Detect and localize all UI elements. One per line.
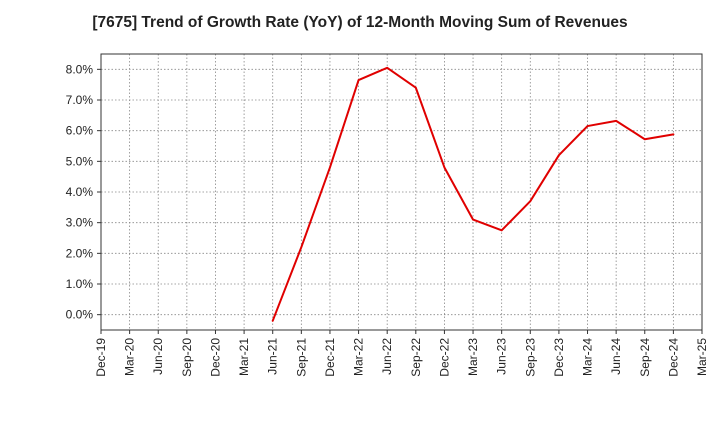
x-tick-label: Jun-22: [380, 338, 394, 375]
chart-title: [7675] Trend of Growth Rate (YoY) of 12-…: [92, 14, 628, 31]
x-tick-label: Jun-20: [151, 338, 165, 375]
y-axis: 0.0% 1.0% 2.0% 3.0% 4.0% 5.0% 6.0% 7.0% 8.0%: [66, 62, 101, 322]
x-tick-label: Jun-23: [495, 338, 509, 375]
x-tick-label: Dec-23: [552, 338, 566, 377]
grid: [100, 54, 703, 330]
data-point: [586, 125, 589, 127]
data-point: [615, 120, 617, 122]
y-tick-label: 4.0%: [66, 185, 94, 199]
series-layer: [271, 66, 675, 322]
x-tick-label: Mar-25: [695, 338, 709, 376]
x-axis: Dec-19 Mar-20 Jun-20 Sep-20 Dec-20 Mar-21 Jun-…: [94, 330, 709, 377]
x-tick-label: Mar-20: [123, 338, 137, 376]
data-point: [529, 200, 531, 202]
x-tick-label: Mar-23: [466, 338, 480, 376]
data-point: [501, 229, 503, 231]
data-point: [386, 67, 388, 69]
y-tick-label: 7.0%: [66, 93, 94, 107]
plot-frame: [100, 53, 703, 331]
x-tick-label: Sep-23: [523, 338, 537, 377]
y-tick-label: 0.0%: [66, 308, 94, 322]
data-point: [443, 166, 446, 169]
y-tick-label: 6.0%: [66, 124, 94, 138]
x-tick-label: Jun-24: [609, 338, 623, 375]
data-point: [415, 87, 417, 89]
x-tick-label: Dec-21: [323, 338, 337, 377]
x-tick-label: Jun-21: [266, 338, 280, 375]
x-tick-label: Sep-20: [180, 338, 194, 377]
y-tick-label: 8.0%: [66, 62, 94, 76]
data-point: [644, 138, 646, 140]
x-tick-label: Dec-20: [208, 338, 222, 377]
data-point: [357, 79, 360, 81]
x-tick-label: Mar-21: [237, 338, 251, 376]
x-tick-label: Dec-19: [94, 338, 108, 377]
x-tick-label: Dec-22: [437, 338, 451, 377]
data-point: [300, 246, 302, 248]
x-tick-label: Sep-22: [409, 338, 423, 377]
x-tick-label: Dec-24: [666, 338, 680, 377]
data-point: [558, 154, 560, 156]
x-tick-label: Mar-24: [581, 338, 595, 376]
x-tick-label: Sep-24: [638, 338, 652, 377]
y-tick-label: 3.0%: [66, 216, 94, 230]
data-point: [272, 320, 274, 322]
y-tick-label: 1.0%: [66, 277, 94, 291]
y-tick-label: 2.0%: [66, 246, 94, 260]
x-tick-label: Sep-21: [294, 338, 308, 377]
x-tick-label: Mar-22: [352, 338, 366, 376]
y-tick-label: 5.0%: [66, 154, 94, 168]
data-point: [472, 219, 474, 221]
data-point: [672, 133, 674, 135]
data-point: [329, 166, 331, 169]
